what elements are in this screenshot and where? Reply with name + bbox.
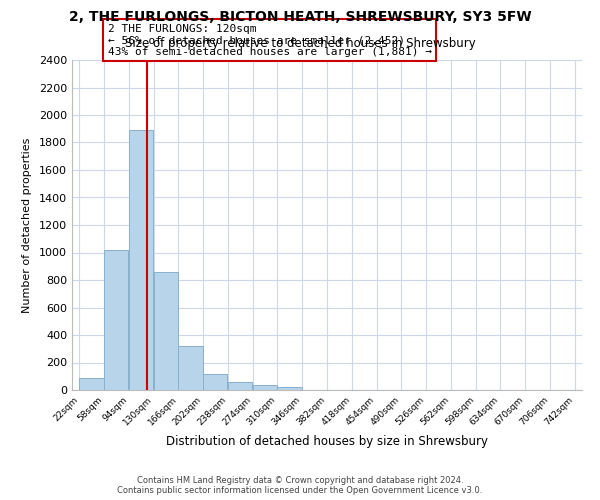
Bar (178, 346, 203, 390)
Bar (154, 272, 178, 390)
Bar (104, 250, 128, 390)
Bar (129, 130, 153, 390)
Text: Contains HM Land Registry data © Crown copyright and database right 2024.
Contai: Contains HM Land Registry data © Crown c… (118, 476, 482, 495)
Text: 2 THE FURLONGS: 120sqm
← 56% of detached houses are smaller (2,452)
43% of semi-: 2 THE FURLONGS: 120sqm ← 56% of detached… (108, 24, 432, 56)
X-axis label: Distribution of detached houses by size in Shrewsbury: Distribution of detached houses by size … (166, 436, 488, 448)
Bar (79, 378, 104, 390)
Text: Size of property relative to detached houses in Shrewsbury: Size of property relative to detached ho… (125, 38, 475, 51)
Y-axis label: Number of detached properties: Number of detached properties (22, 138, 32, 312)
Bar (277, 387, 302, 390)
Bar (253, 385, 277, 390)
Bar (228, 382, 252, 390)
Bar (203, 374, 227, 390)
Text: 2, THE FURLONGS, BICTON HEATH, SHREWSBURY, SY3 5FW: 2, THE FURLONGS, BICTON HEATH, SHREWSBUR… (68, 10, 532, 24)
